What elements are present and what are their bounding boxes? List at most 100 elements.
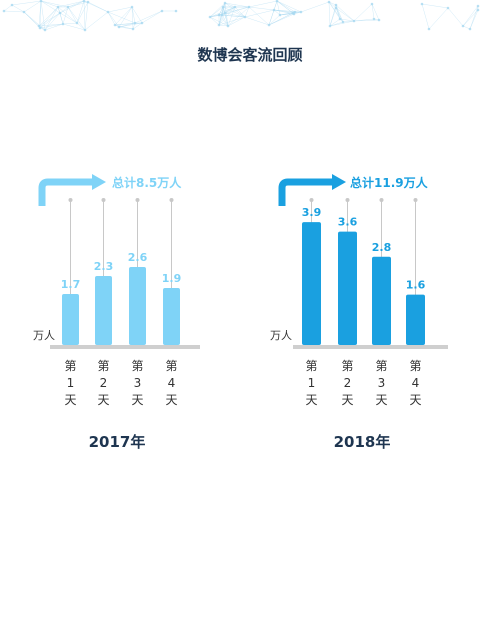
network-node bbox=[221, 5, 225, 9]
network-node bbox=[113, 23, 117, 27]
network-link bbox=[114, 6, 133, 26]
network-node bbox=[334, 3, 338, 7]
network-link bbox=[84, 11, 109, 31]
category-label: 天 bbox=[131, 393, 143, 407]
network-node bbox=[272, 8, 276, 12]
category-label: 第 bbox=[409, 359, 421, 373]
network-link bbox=[462, 9, 479, 27]
total-arrow-line bbox=[278, 178, 334, 206]
value-label: 3.6 bbox=[338, 216, 358, 229]
network-link bbox=[421, 3, 449, 9]
network-link bbox=[39, 6, 59, 29]
network-node bbox=[328, 24, 332, 28]
network-link bbox=[76, 0, 85, 24]
network-link bbox=[218, 12, 226, 26]
category-label: 天 bbox=[409, 393, 421, 407]
value-label: 3.9 bbox=[302, 206, 322, 219]
network-link bbox=[224, 6, 250, 14]
category-label: 2 bbox=[344, 376, 352, 390]
value-label: 2.6 bbox=[128, 251, 148, 264]
network-node bbox=[140, 21, 144, 25]
value-label: 1.6 bbox=[406, 279, 426, 292]
network-node bbox=[217, 13, 221, 17]
network-node bbox=[370, 2, 374, 6]
network-node bbox=[61, 22, 65, 26]
network-link bbox=[268, 14, 281, 26]
page-title: 数博会客流回顾 bbox=[197, 46, 303, 64]
network-link bbox=[67, 1, 89, 8]
guide-dot bbox=[169, 198, 174, 202]
network-link bbox=[353, 3, 373, 22]
unit-label: 万人 bbox=[270, 329, 292, 342]
network-link bbox=[224, 2, 250, 8]
network-link bbox=[59, 0, 85, 14]
network-link bbox=[328, 1, 337, 9]
network-node bbox=[327, 0, 331, 4]
network-link bbox=[59, 12, 64, 25]
network-node bbox=[377, 18, 381, 22]
network-node bbox=[243, 15, 247, 19]
network-link bbox=[23, 11, 46, 31]
network-node bbox=[2, 9, 6, 13]
value-label: 2.8 bbox=[372, 241, 392, 254]
total-arrow-head-icon bbox=[332, 174, 346, 190]
network-link bbox=[40, 0, 59, 8]
network-node bbox=[37, 24, 41, 28]
category-label: 天 bbox=[375, 393, 387, 407]
network-link bbox=[218, 14, 229, 27]
network-link bbox=[371, 3, 380, 21]
network-link bbox=[62, 23, 86, 31]
network-node bbox=[334, 6, 338, 10]
total-arrow-line bbox=[38, 178, 94, 206]
network-link bbox=[234, 6, 246, 18]
network-link bbox=[276, 0, 296, 13]
guide-dot bbox=[345, 198, 350, 202]
network-link bbox=[329, 20, 355, 27]
bar-day-4 bbox=[163, 288, 180, 345]
network-node bbox=[38, 26, 42, 30]
axis-baseline bbox=[293, 345, 448, 349]
network-link bbox=[329, 18, 341, 27]
network-link bbox=[273, 9, 302, 13]
network-link bbox=[224, 2, 229, 27]
category-label: 3 bbox=[378, 376, 386, 390]
network-link bbox=[218, 2, 226, 16]
network-link bbox=[132, 22, 143, 30]
network-link bbox=[67, 6, 78, 24]
network-link bbox=[62, 22, 78, 25]
network-link bbox=[23, 0, 42, 13]
network-link bbox=[421, 3, 430, 30]
network-link bbox=[209, 2, 226, 18]
network-link bbox=[131, 6, 134, 30]
network-link bbox=[244, 16, 270, 26]
year-label-2017: 2017年 bbox=[88, 433, 146, 451]
category-label: 天 bbox=[341, 393, 353, 407]
network-node bbox=[338, 17, 342, 21]
network-link bbox=[218, 14, 246, 18]
category-label: 1 bbox=[308, 376, 316, 390]
category-label: 天 bbox=[97, 393, 109, 407]
category-label: 天 bbox=[305, 393, 317, 407]
network-node bbox=[275, 0, 279, 3]
network-link bbox=[57, 0, 85, 8]
network-link bbox=[59, 12, 78, 24]
network-link bbox=[227, 6, 250, 27]
network-link bbox=[335, 7, 344, 23]
network-link bbox=[44, 23, 64, 31]
network-link bbox=[141, 10, 163, 24]
network-link bbox=[11, 0, 42, 6]
network-link bbox=[339, 18, 355, 22]
network-node bbox=[223, 1, 227, 5]
network-node bbox=[83, 28, 87, 32]
value-label: 1.9 bbox=[162, 272, 182, 285]
guide-dot bbox=[135, 198, 140, 202]
network-link bbox=[244, 6, 250, 18]
network-node bbox=[247, 5, 251, 9]
total-label: 总计8.5万人 bbox=[112, 175, 182, 190]
unit-label: 万人 bbox=[33, 329, 55, 342]
network-link bbox=[23, 11, 41, 29]
network-link bbox=[40, 0, 61, 14]
